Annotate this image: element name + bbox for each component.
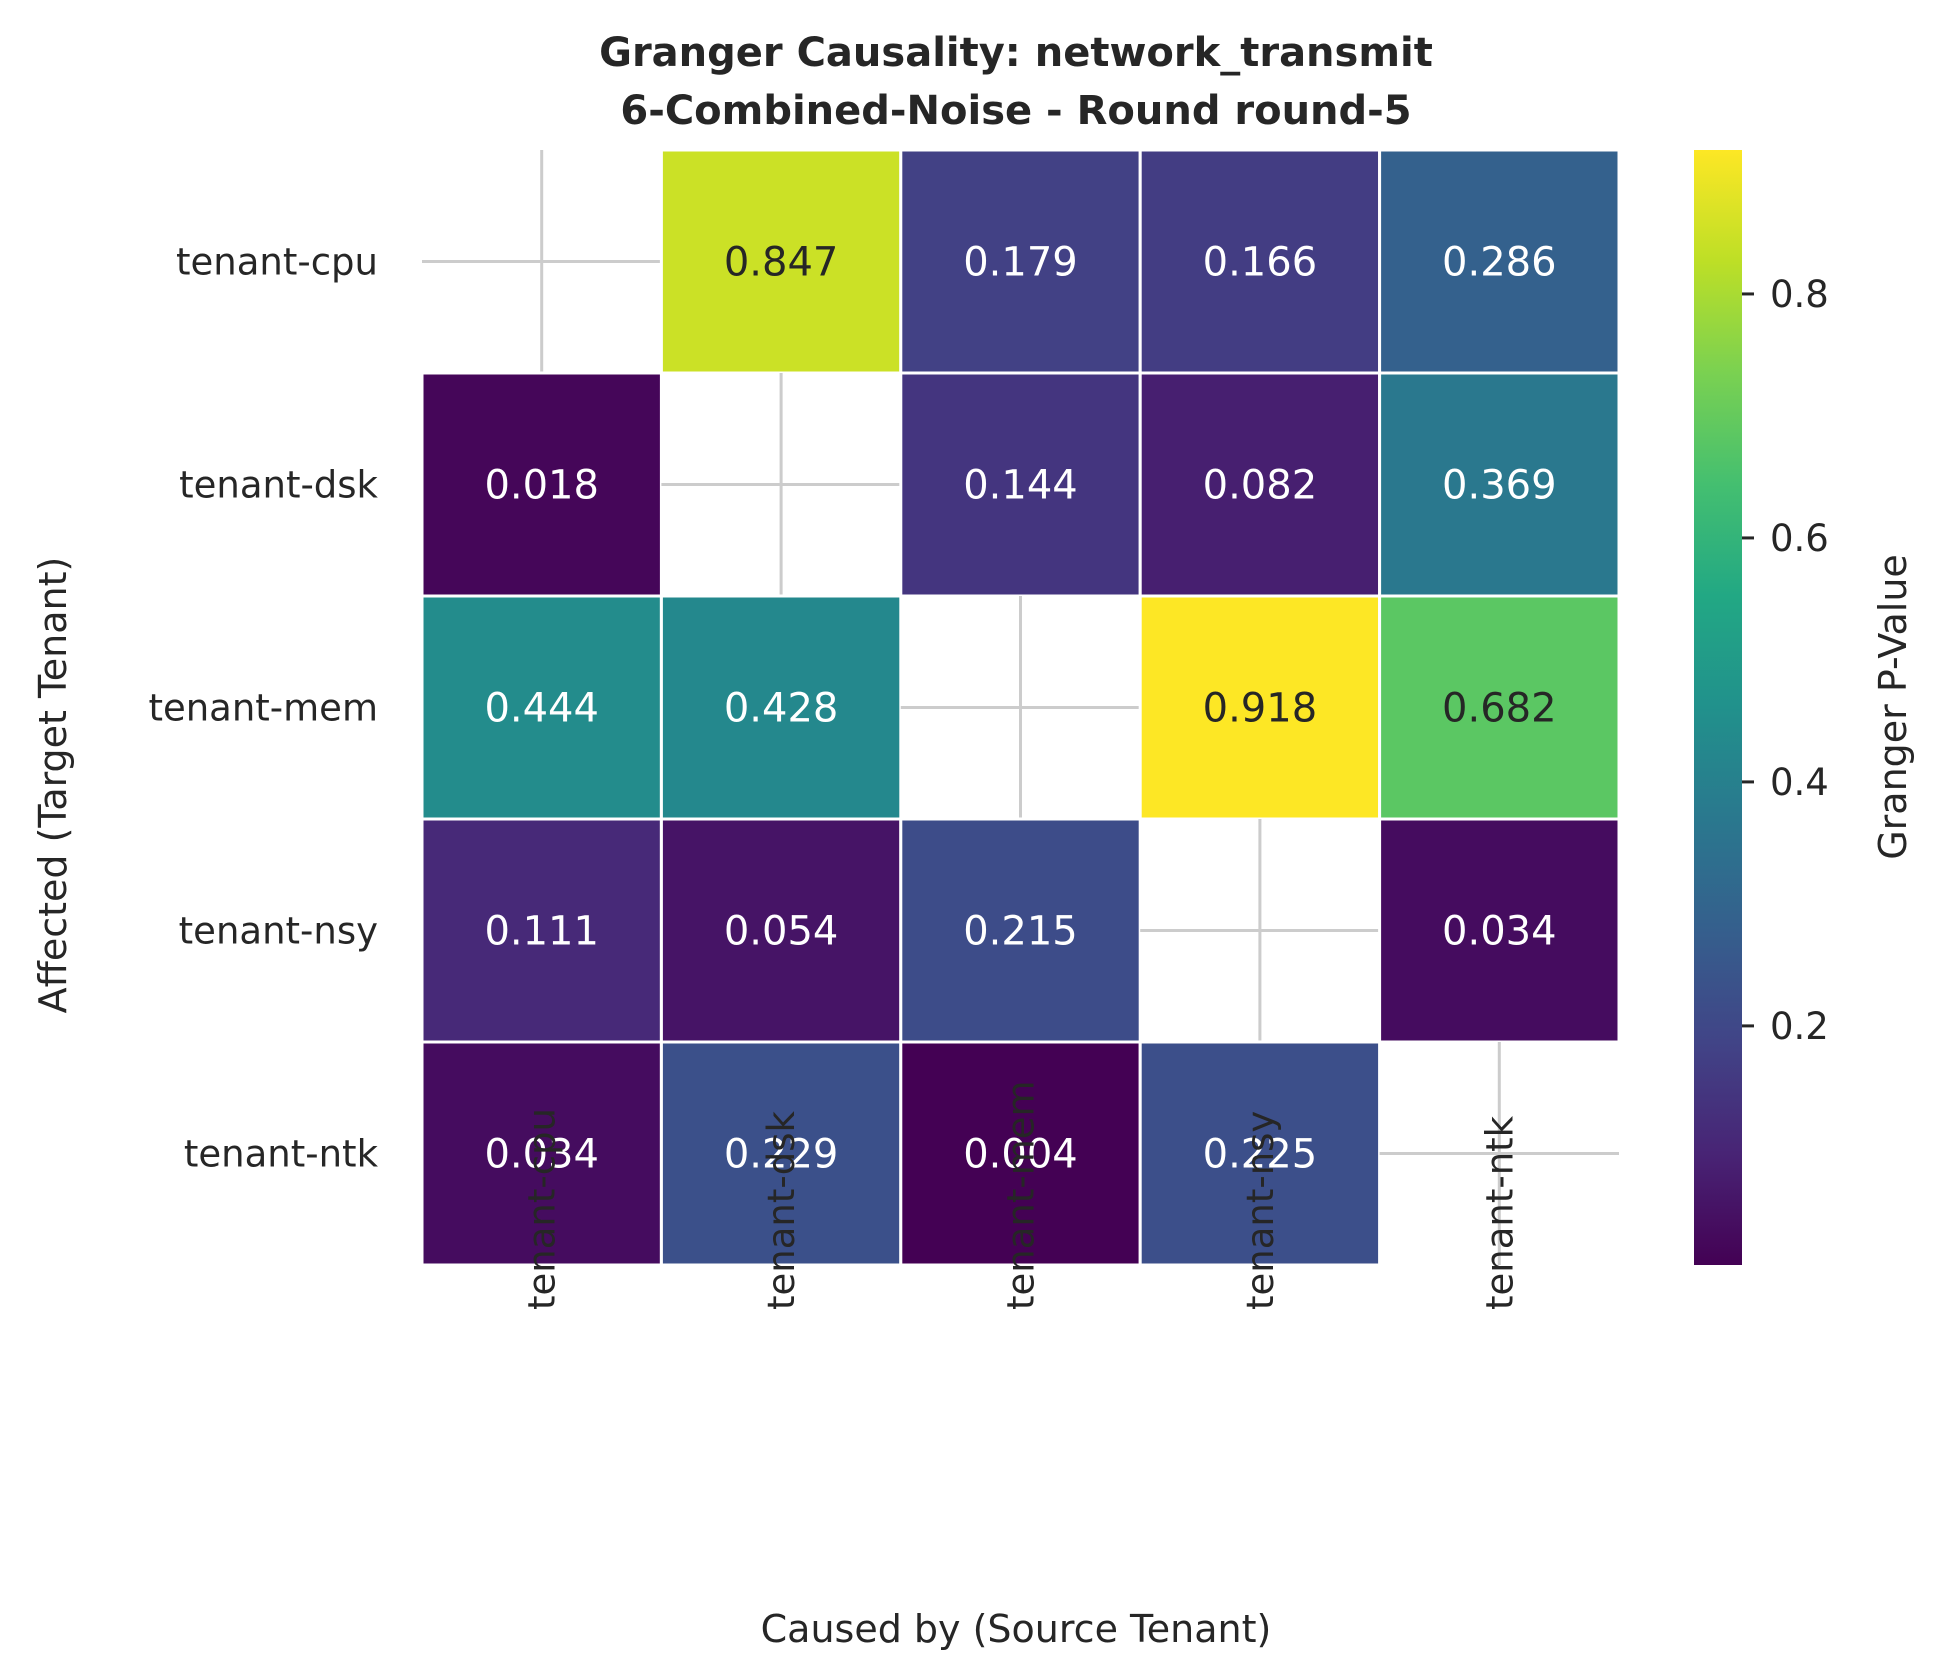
colorbar-tick-label: 0.2 bbox=[1770, 1005, 1829, 1048]
heatmap-cell bbox=[659, 594, 903, 821]
x-tick-label: tenant-mem bbox=[1000, 1080, 1043, 1310]
cell-value-label: 0.166 bbox=[1203, 240, 1318, 286]
y-tick-label: tenant-ntk bbox=[184, 1133, 379, 1176]
x-axis-label: Caused by (Source Tenant) bbox=[761, 1607, 1272, 1651]
cell-value-label: 0.004 bbox=[963, 1132, 1078, 1178]
x-tick-label: tenant-ntk bbox=[1478, 1115, 1521, 1310]
heatmap-cell bbox=[420, 594, 663, 821]
heatmap-cell bbox=[659, 1040, 903, 1267]
cell-value-label: 0.111 bbox=[484, 909, 599, 955]
y-tick-labels: tenant-cpu tenant-dsk tenant-mem tenant-nsy… bbox=[148, 241, 378, 1176]
colorbar-tick-label: 0.6 bbox=[1770, 517, 1829, 560]
heatmap-cell bbox=[420, 817, 663, 1044]
heatmap-cell bbox=[659, 148, 903, 375]
heatmap-cell bbox=[1378, 817, 1621, 1044]
chart-title-line2: 6-Combined-Noise - Round round-5 bbox=[620, 88, 1411, 134]
cell-value-label: 0.918 bbox=[1203, 686, 1318, 732]
heatmap-cell bbox=[1378, 594, 1621, 821]
cell-value-label: 0.215 bbox=[963, 909, 1078, 955]
cell-value-label: 0.428 bbox=[724, 686, 839, 732]
cell-value-label: 0.034 bbox=[484, 1132, 599, 1178]
x-tick-label: tenant-dsk bbox=[760, 1111, 803, 1310]
y-tick-label: tenant-dsk bbox=[179, 464, 378, 507]
heatmap-cell bbox=[420, 1040, 663, 1267]
cell-value-label: 0.144 bbox=[963, 463, 1078, 509]
cell-value-label: 0.682 bbox=[1442, 686, 1557, 732]
colorbar-tick-label: 0.4 bbox=[1770, 761, 1829, 804]
x-tick-label: tenant-nsy bbox=[1239, 1111, 1282, 1310]
heatmap-cell bbox=[899, 817, 1142, 1044]
cell-value-label: 0.034 bbox=[1442, 909, 1557, 955]
y-axis-label: Affected (Target Tenant) bbox=[31, 557, 75, 1014]
heatmap-cell bbox=[1378, 371, 1621, 598]
heatmap-cell bbox=[1138, 371, 1382, 598]
heatmap-cells: 0.847 0.179 0.166 0.286 0.018 0.144 0.082 0.369… bbox=[420, 148, 1621, 1267]
cell-value-label: 0.229 bbox=[724, 1132, 839, 1178]
x-tick-label: tenant-cpu bbox=[521, 1108, 564, 1310]
cell-value-label: 0.179 bbox=[963, 240, 1078, 286]
cell-value-label: 0.286 bbox=[1442, 240, 1557, 286]
cell-value-label: 0.082 bbox=[1203, 463, 1318, 509]
cell-value-label: 0.054 bbox=[724, 909, 839, 955]
cell-value-label: 0.847 bbox=[724, 240, 839, 286]
y-tick-label: tenant-cpu bbox=[176, 241, 378, 284]
chart-title-line1: Granger Causality: network_transmit bbox=[599, 30, 1433, 76]
heatmap-cell bbox=[659, 817, 903, 1044]
cell-value-label: 0.369 bbox=[1442, 463, 1557, 509]
x-tick-labels: tenant-cpu tenant-dsk tenant-mem tenant-nsy… bbox=[521, 1080, 1522, 1310]
heatmap-cell bbox=[1378, 148, 1621, 375]
y-tick-label: tenant-mem bbox=[148, 687, 378, 730]
colorbar-label: Granger P-Value bbox=[1871, 554, 1915, 860]
colorbar bbox=[1694, 150, 1742, 1265]
y-tick-label: tenant-nsy bbox=[179, 910, 378, 953]
heatmap-cell bbox=[1138, 1040, 1382, 1267]
cell-value-label: 0.225 bbox=[1203, 1132, 1318, 1178]
cell-value-label: 0.018 bbox=[484, 463, 599, 509]
heatmap-cell bbox=[420, 371, 663, 598]
cell-value-label: 0.444 bbox=[484, 686, 599, 732]
colorbar-ticks: 0.2 0.4 0.6 0.8 bbox=[1742, 273, 1829, 1048]
colorbar-tick-label: 0.8 bbox=[1770, 273, 1829, 316]
